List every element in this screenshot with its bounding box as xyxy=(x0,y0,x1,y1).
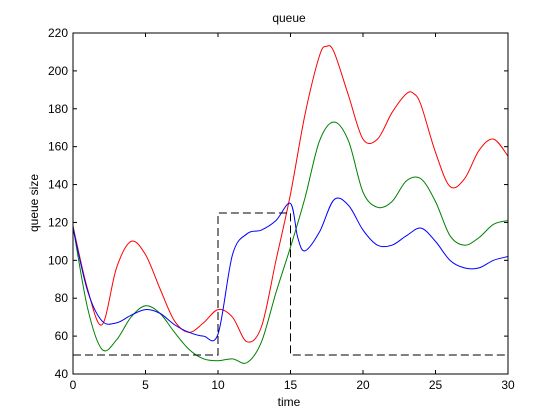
y-tick-label: 80 xyxy=(55,291,69,305)
x-tick-label: 15 xyxy=(284,378,298,392)
y-tick-label: 140 xyxy=(48,178,68,192)
y-tick-label: 40 xyxy=(55,367,69,381)
series-line-1 xyxy=(72,45,509,343)
y-tick-label: 180 xyxy=(48,102,68,116)
y-tick-label: 220 xyxy=(48,26,68,40)
y-tick-label: 100 xyxy=(48,253,68,267)
x-tick-label: 20 xyxy=(356,378,370,392)
series-line-3 xyxy=(72,197,509,342)
x-axis-label: time xyxy=(278,395,301,409)
chart-title: queue xyxy=(272,11,306,25)
y-tick-label: 120 xyxy=(48,215,68,229)
y-tick-label: 160 xyxy=(48,140,68,154)
x-axis: 0 5 10 15 20 25 30 xyxy=(70,33,515,392)
x-tick-label: 10 xyxy=(211,378,225,392)
y-tick-label: 200 xyxy=(48,64,68,78)
plot-area xyxy=(72,45,509,364)
y-axis-label: queue size xyxy=(27,174,41,232)
x-tick-label: 5 xyxy=(142,378,149,392)
series-line-4 xyxy=(73,212,508,356)
x-tick-label: 30 xyxy=(501,378,515,392)
y-axis: 40 60 80 100 120 140 160 180 200 220 xyxy=(48,26,508,381)
y-tick-label: 60 xyxy=(55,329,69,343)
x-tick-label: 0 xyxy=(70,378,77,392)
x-tick-label: 25 xyxy=(429,378,443,392)
series-line-2 xyxy=(72,121,509,364)
